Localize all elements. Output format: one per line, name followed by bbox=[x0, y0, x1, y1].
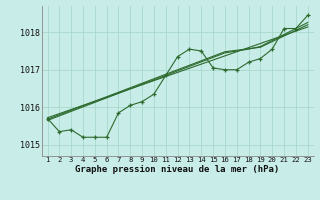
X-axis label: Graphe pression niveau de la mer (hPa): Graphe pression niveau de la mer (hPa) bbox=[76, 165, 280, 174]
